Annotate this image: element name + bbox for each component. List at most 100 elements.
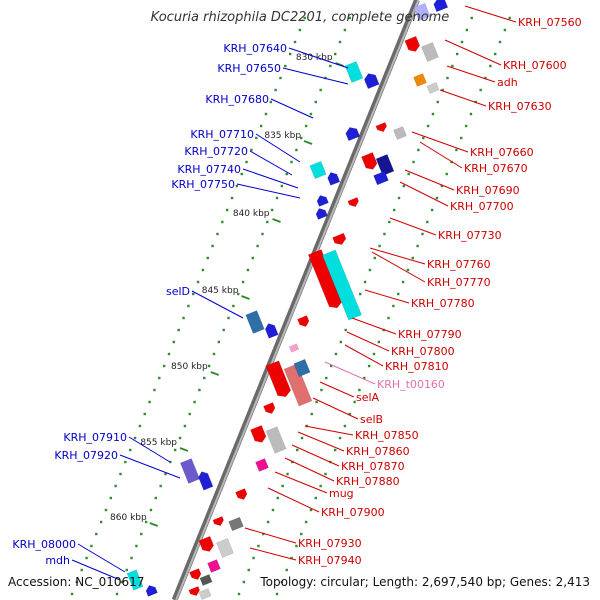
track-dot [158,376,161,380]
kbp-tick [149,522,159,527]
topology-text: Topology: circular; Length: 2,697,540 bp… [260,575,590,589]
gene-shape [216,538,234,558]
track-dot [120,580,124,584]
track-dot [255,136,258,140]
track-dot [401,280,405,284]
track-dot [363,280,367,284]
gene-label-right: adh [497,76,518,89]
gene-label-right: KRH_07560 [518,16,582,29]
gene-label-right: KRH_07690 [456,184,520,197]
leader-line [297,431,345,452]
gene-shape [212,516,224,527]
gene-left [327,172,341,186]
track-dot [378,244,381,248]
gene-left [413,2,431,22]
kbp-label: 850 kbp [171,362,208,372]
gene-shape [255,458,269,472]
track-dot [203,376,206,380]
track-dot [192,292,195,296]
gene-shape [322,249,362,321]
gene-label-left: KRH_07740 [177,163,241,176]
track-dot [193,400,196,404]
gene-right [426,82,440,94]
track-dot [138,424,142,428]
track-dot [417,148,420,152]
gene-left [315,208,328,220]
leader-line [77,543,126,573]
kbp-label: 855 kbp [140,438,177,448]
track-dot [426,220,429,224]
leader-line [274,471,328,494]
track-dot [339,340,343,344]
track-dot [392,304,395,308]
track-dot [464,124,468,128]
track-dot [421,232,424,236]
track-dot [445,172,448,176]
track-dot [95,532,98,536]
genome-backbone-highlight [175,0,420,600]
track-dot [133,436,137,440]
track-dot [188,412,191,416]
track-dot [285,568,288,572]
genome-backbone [171,0,420,600]
track-dot [266,520,270,524]
gene-right [189,568,202,580]
leader-line [351,317,397,335]
track-dot [153,388,156,392]
track-dot [124,460,127,464]
track-dot [250,148,253,152]
track-dot [212,352,216,356]
track-dot [240,172,243,176]
track-dot [279,76,282,80]
track-dot [75,580,79,584]
track-dot [377,340,381,344]
track-dot [257,544,260,548]
track-dot [333,52,337,56]
gene-label-right: mug [329,487,354,500]
track-dot [435,196,439,200]
track-dot [411,256,414,260]
gene-shape [413,2,431,22]
gene-shape [199,574,213,586]
track-dot [338,436,342,440]
gene-right [373,170,389,186]
track-dot [325,376,328,380]
track-dot [269,100,272,104]
track-dot [256,244,259,248]
track-dot [242,580,246,584]
gene-shape [316,195,329,207]
track-dot [90,544,93,548]
leader-line [399,181,449,207]
gene-left [433,0,449,13]
track-dot [266,220,269,224]
gene-right [375,154,395,176]
track-dot [196,280,200,284]
track-dot [167,352,171,356]
gene-right [265,360,292,397]
leader-line [439,89,487,107]
track-dot [416,244,419,248]
gene-label-right: KRH_07850 [355,429,419,442]
track-dot [372,352,376,356]
track-dot [368,268,372,272]
track-dot [125,568,128,572]
gene-shape [189,568,202,580]
gene-shape [198,471,214,491]
track-dot [183,424,187,428]
track-dot [172,340,176,344]
gene-label-left: selD [166,285,190,298]
track-dot [392,208,396,212]
leader-line [291,444,340,467]
track-dot [177,328,180,332]
track-dot [246,268,250,272]
track-dot [230,196,234,200]
track-dot [201,268,205,272]
leader-line [288,47,349,69]
track-dot [470,16,473,20]
gene-shape [293,358,311,378]
track-dot [426,124,430,128]
track-dot [129,448,132,452]
leader-line [304,425,354,436]
track-dot [275,592,279,596]
gene-shape [228,516,244,532]
